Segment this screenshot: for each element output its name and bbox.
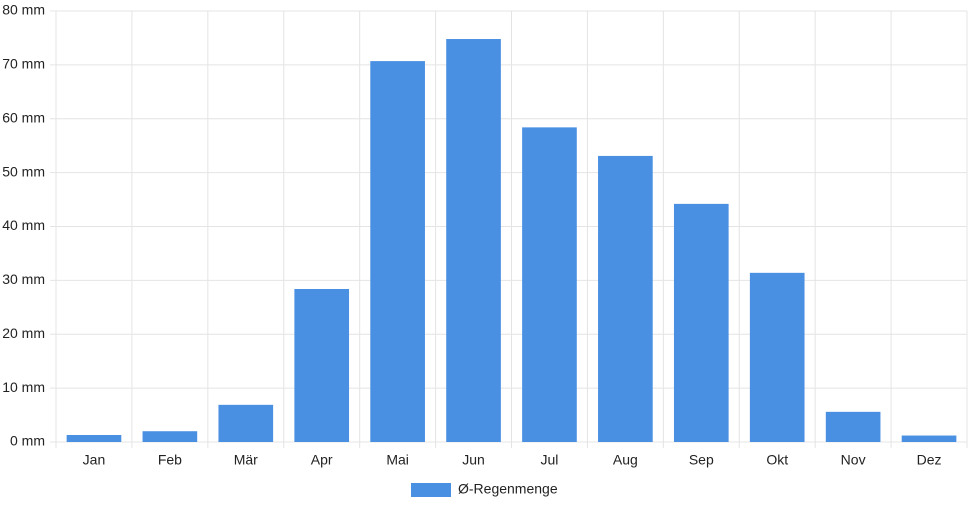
y-tick-label: 40 mm [2, 217, 45, 233]
y-tick-label: 60 mm [2, 109, 45, 125]
bar [218, 404, 274, 442]
x-tick-label: Nov [841, 452, 866, 468]
x-tick-label: Sep [689, 452, 714, 468]
y-tick-label: 10 mm [2, 379, 45, 395]
legend-swatch [411, 483, 451, 497]
bar [370, 61, 425, 442]
x-tick-label: Apr [311, 452, 333, 468]
bar [142, 431, 198, 442]
x-tick-label: Okt [766, 452, 788, 468]
y-tick-label: 50 mm [2, 163, 45, 179]
bar [446, 39, 501, 442]
y-tick-label: 70 mm [2, 56, 45, 72]
bar [673, 203, 729, 442]
x-tick-label: Jun [462, 452, 485, 468]
y-tick-label: 0 mm [10, 433, 45, 449]
bar [294, 288, 350, 442]
x-tick-label: Mär [234, 452, 258, 468]
y-tick-label: 30 mm [2, 271, 45, 287]
bar [66, 434, 122, 442]
y-tick-label: 80 mm [2, 2, 45, 18]
legend-label: Ø-Regenmenge [458, 481, 558, 497]
bar [901, 435, 957, 442]
x-tick-label: Jan [83, 452, 106, 468]
bar [825, 411, 881, 442]
x-tick-label: Jul [541, 452, 559, 468]
x-tick-label: Dez [917, 452, 942, 468]
x-tick-label: Feb [158, 452, 182, 468]
bar [598, 155, 653, 442]
bar [522, 127, 577, 443]
bar [749, 272, 805, 442]
y-tick-label: 20 mm [2, 325, 45, 341]
x-tick-label: Mai [386, 452, 409, 468]
x-tick-label: Aug [613, 452, 638, 468]
